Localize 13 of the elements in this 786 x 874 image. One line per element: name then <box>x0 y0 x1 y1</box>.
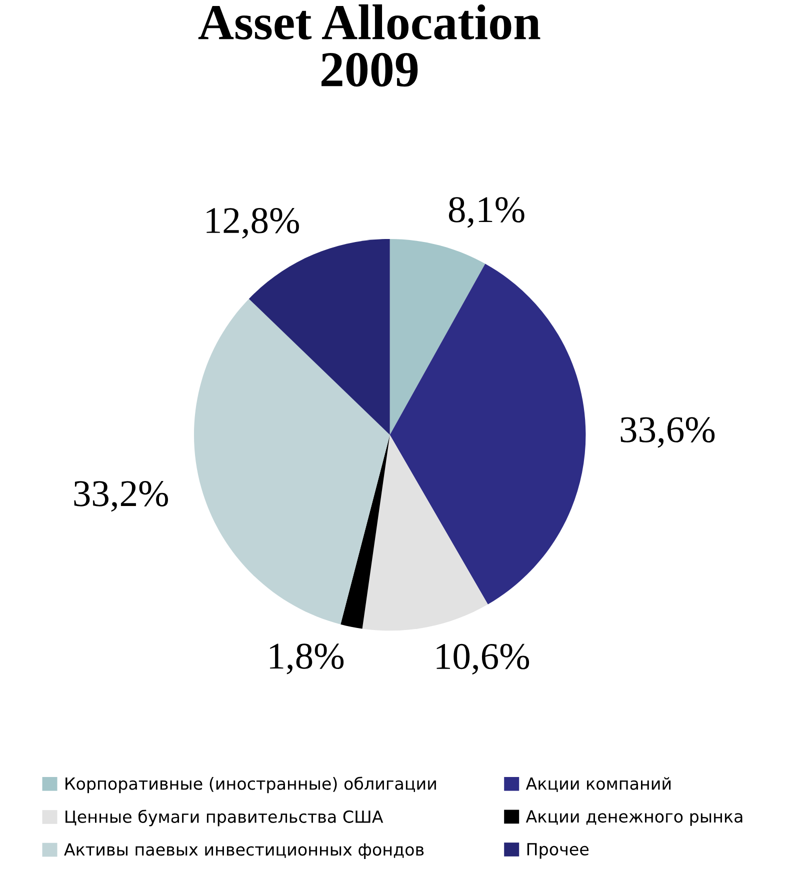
legend-label: Акции компаний <box>526 777 671 792</box>
legend-label: Корпоративные (иностранные) облигации <box>66 776 436 794</box>
data-label: 10,6% <box>436 644 530 675</box>
legend-label: Прочее <box>527 843 589 859</box>
legend-label: Активы паевых инвестиционных фондов <box>64 843 424 859</box>
data-label: 1,8% <box>270 644 344 674</box>
data-label: 12,8% <box>206 208 299 239</box>
data-label: 33,2% <box>74 481 168 512</box>
chart-title: Asset Allocation 2009 <box>198 4 540 87</box>
data-label: 33,6% <box>620 417 715 448</box>
legend-label: Акции денежного рынка <box>526 810 742 826</box>
data-label: 8,1% <box>448 197 524 228</box>
legend-label: Ценные бумаги правительства США <box>66 810 384 826</box>
